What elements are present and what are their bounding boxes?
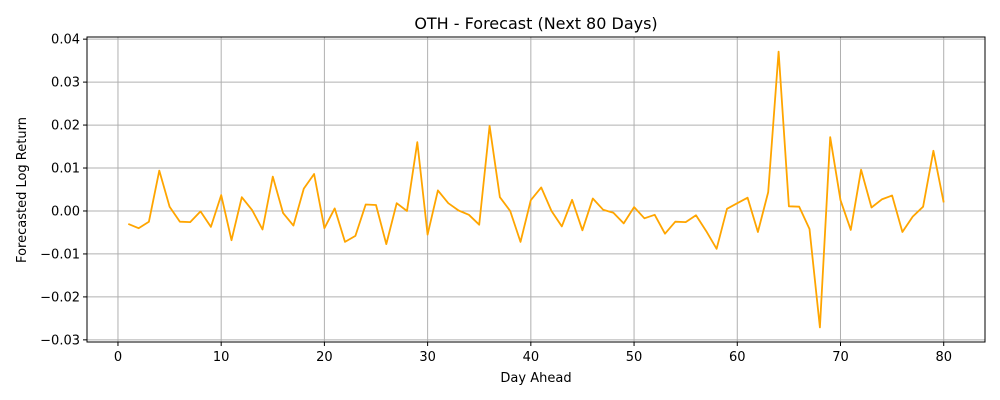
y-tick-label: 0.04 bbox=[51, 33, 80, 48]
y-tick-label: 0.01 bbox=[51, 162, 80, 177]
x-tick-label: 50 bbox=[626, 350, 643, 365]
grid bbox=[87, 37, 985, 342]
x-axis-label: Day Ahead bbox=[500, 371, 571, 386]
x-axis: 0 10 20 30 40 50 60 70 80 bbox=[114, 342, 952, 365]
series-layer bbox=[127, 50, 945, 329]
forecast-line bbox=[127, 50, 945, 329]
x-tick-label: 70 bbox=[832, 350, 849, 365]
y-tick-label: −0.01 bbox=[40, 247, 80, 262]
x-tick-label: 30 bbox=[419, 350, 436, 365]
y-tick-label: 0.00 bbox=[51, 204, 80, 219]
y-tick-label: 0.03 bbox=[51, 76, 80, 91]
x-tick-label: 80 bbox=[935, 350, 952, 365]
y-tick-label: −0.02 bbox=[40, 290, 80, 305]
y-tick-label: −0.03 bbox=[40, 333, 80, 348]
y-tick-label: 0.02 bbox=[51, 119, 80, 134]
plot-area bbox=[86, 36, 986, 343]
y-axis: −0.03 −0.02 −0.01 0.00 0.01 0.02 0.03 0.04 bbox=[40, 33, 87, 348]
y-axis-label: Forecasted Log Return bbox=[15, 117, 30, 263]
x-tick-label: 40 bbox=[523, 350, 540, 365]
x-tick-label: 10 bbox=[213, 350, 230, 365]
chart-title: OTH - Forecast (Next 80 Days) bbox=[414, 14, 657, 33]
x-tick-label: 60 bbox=[729, 350, 746, 365]
x-tick-label: 0 bbox=[114, 350, 122, 365]
x-tick-label: 20 bbox=[316, 350, 333, 365]
